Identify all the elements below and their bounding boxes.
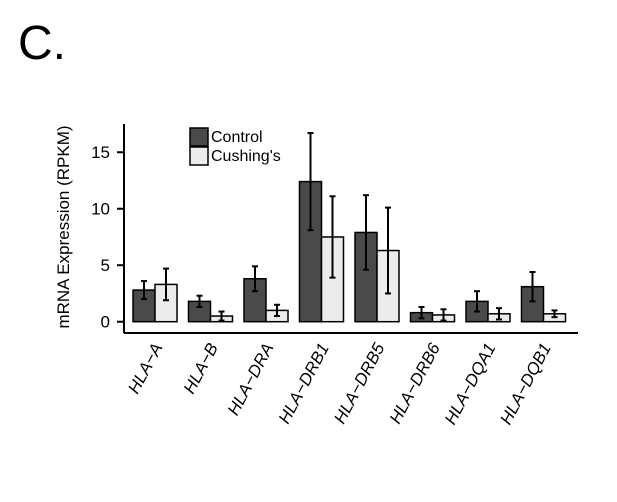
category-label: HLA−B — [180, 340, 222, 397]
panel-label: C. — [18, 17, 66, 70]
y-tick-label: 0 — [101, 313, 110, 332]
y-axis-label: mRNA Expression (RPKM) — [54, 125, 73, 328]
category-label: HLA−DRB5 — [330, 339, 389, 426]
category-label: HLA−DRB6 — [386, 339, 445, 426]
category-label: HLA−DRB1 — [275, 340, 333, 427]
y-axis: 0 5 10 15 — [91, 124, 125, 333]
category-labels: HLA−A HLA−B HLA−DRAHLA−DRB1HLA−DRB5HLA−DRB… — [124, 339, 555, 427]
y-tick-label: 15 — [91, 143, 110, 162]
category-label: HLA−DQA1 — [441, 340, 500, 428]
error-bars — [141, 132, 558, 322]
category-label: HLA−DQB1 — [496, 340, 555, 428]
legend-label-control: Control — [211, 129, 263, 146]
legend-swatch-cushings — [189, 146, 209, 166]
y-tick-label: 5 — [101, 256, 110, 275]
legend-swatch-control — [189, 127, 209, 147]
y-tick-label: 10 — [91, 200, 110, 219]
legend: Control Cushing's — [189, 127, 281, 166]
category-label: HLA−DRA — [224, 340, 278, 419]
legend-label-cushings: Cushing's — [211, 148, 281, 165]
category-label: HLA−A — [124, 340, 166, 397]
bars — [132, 180, 567, 323]
